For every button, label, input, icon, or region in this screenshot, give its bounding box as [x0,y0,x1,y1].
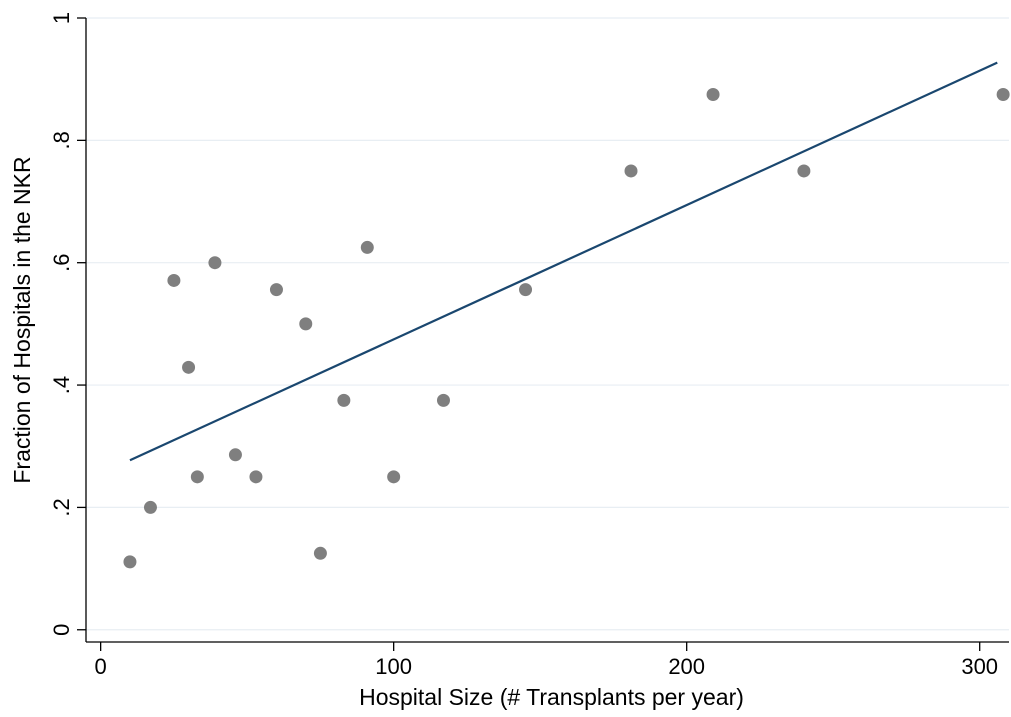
data-point-4 [190,470,204,484]
grid [86,17,1009,631]
y-tick-label-1: .2 [49,498,74,516]
y-tick-label-4: .8 [49,131,74,149]
data-point-6 [228,448,242,462]
y-tick-label-0: 0 [49,624,74,636]
data-point-18 [797,164,811,178]
data-point-13 [387,470,401,484]
data-point-15 [519,283,533,297]
x-tick-label-0: 0 [95,654,107,679]
axes: 0 .2 .4 .6 .8 1 0 100 200 300 [49,12,1009,679]
data-point-5 [208,256,222,270]
data-point-19 [996,87,1010,101]
data-point-8 [269,283,283,297]
x-tick-label-1: 100 [375,654,412,679]
y-axis-title: Fraction of Hospitals in the NKR [9,156,35,483]
y-tick-label-3: .6 [49,254,74,272]
data-point-9 [299,317,313,331]
y-tick-label-5: 1 [49,12,74,24]
data-point-11 [337,393,351,407]
fit-line-group [129,61,998,462]
data-point-14 [436,393,450,407]
y-tick-label-2: .4 [49,376,74,394]
data-points [123,87,1010,569]
data-point-16 [624,164,638,178]
data-point-2 [167,273,181,287]
data-point-12 [360,240,374,254]
data-point-10 [313,546,327,560]
data-point-17 [706,87,720,101]
data-point-1 [143,500,157,514]
x-tick-label-2: 200 [668,654,705,679]
fit-line [129,61,998,462]
data-point-0 [123,555,137,569]
x-axis-title: Hospital Size (# Transplants per year) [359,684,744,710]
x-tick-label-3: 300 [961,654,998,679]
data-point-3 [182,360,196,374]
data-point-7 [249,470,263,484]
